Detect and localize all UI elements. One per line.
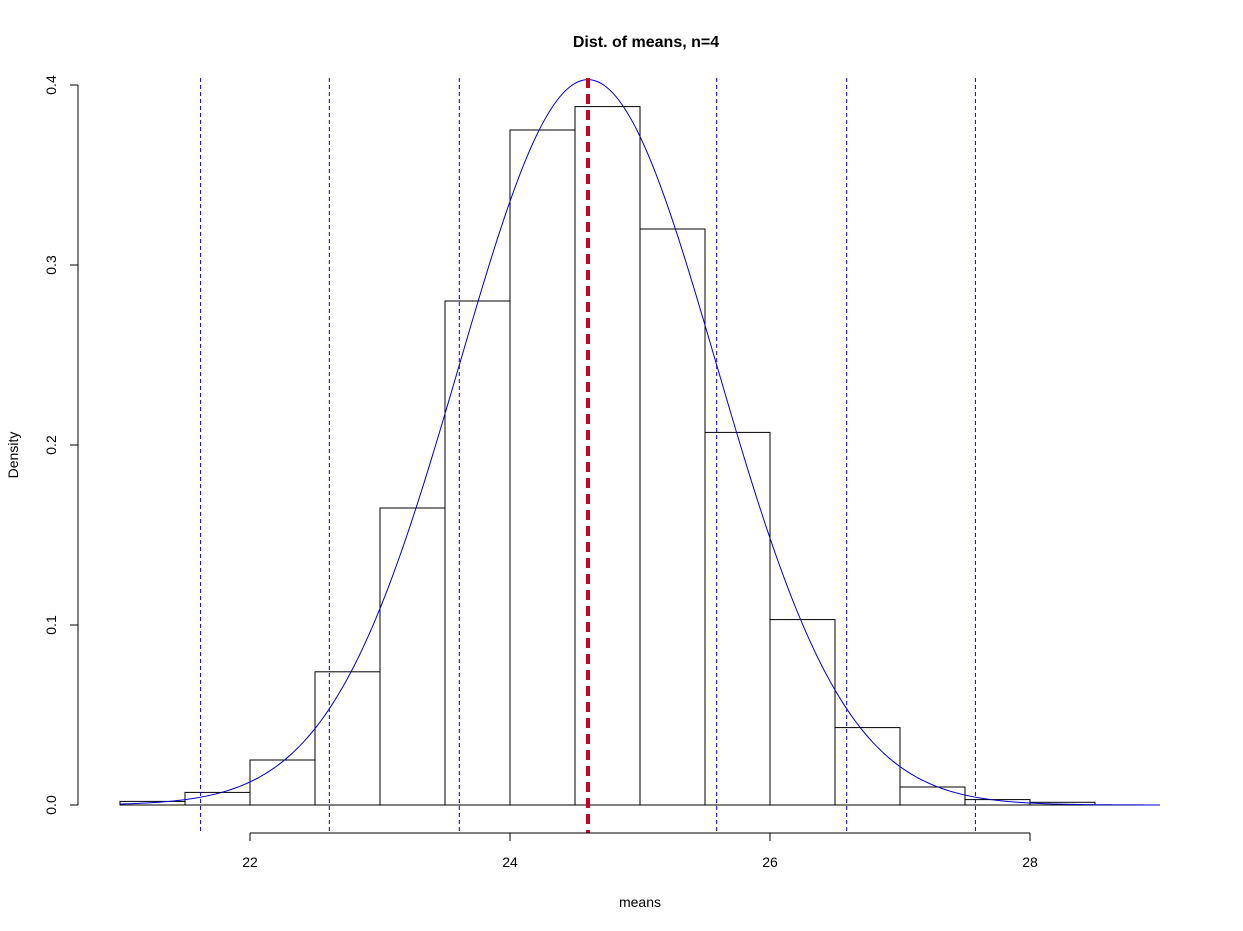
normal-density-curve bbox=[119, 79, 1160, 806]
histogram-bar-12 bbox=[899, 786, 966, 806]
x-tick-label-0: 22 bbox=[242, 854, 258, 870]
x-tick-label-2: 26 bbox=[762, 854, 778, 870]
histogram-bar-2 bbox=[249, 759, 316, 806]
histogram-bar-5 bbox=[444, 300, 511, 806]
chart-title: Dist. of means, n=4 bbox=[573, 34, 719, 51]
x-tick-label-1: 24 bbox=[502, 854, 518, 870]
x-axis: 22 24 26 28 bbox=[242, 832, 1038, 870]
y-tick-label-3: 0.3 bbox=[43, 255, 59, 275]
histogram-bar-10 bbox=[769, 619, 836, 806]
histogram-bar-0 bbox=[119, 800, 186, 806]
x-tick-label-3: 28 bbox=[1022, 854, 1038, 870]
histogram-bar-9 bbox=[704, 431, 771, 806]
histogram-bar-11 bbox=[834, 727, 901, 806]
histogram-bar-4 bbox=[379, 507, 446, 806]
histogram-bar-1 bbox=[184, 791, 251, 806]
histogram-bar-6 bbox=[509, 129, 576, 806]
histogram-bar-7 bbox=[574, 106, 641, 806]
y-tick-label-4: 0.4 bbox=[43, 75, 59, 95]
histogram-bar-14 bbox=[1029, 801, 1096, 806]
histogram-bar-3 bbox=[314, 671, 381, 806]
y-axis: 0.0 0.1 0.2 0.3 0.4 bbox=[43, 75, 79, 815]
y-tick-label-0: 0.0 bbox=[43, 795, 59, 815]
x-axis-label: means bbox=[619, 894, 661, 910]
y-tick-label-1: 0.1 bbox=[43, 615, 59, 635]
y-axis-label: Density bbox=[5, 432, 21, 479]
y-tick-label-2: 0.2 bbox=[43, 435, 59, 455]
histogram-bars bbox=[119, 106, 1160, 806]
histogram-bar-8 bbox=[639, 228, 706, 806]
